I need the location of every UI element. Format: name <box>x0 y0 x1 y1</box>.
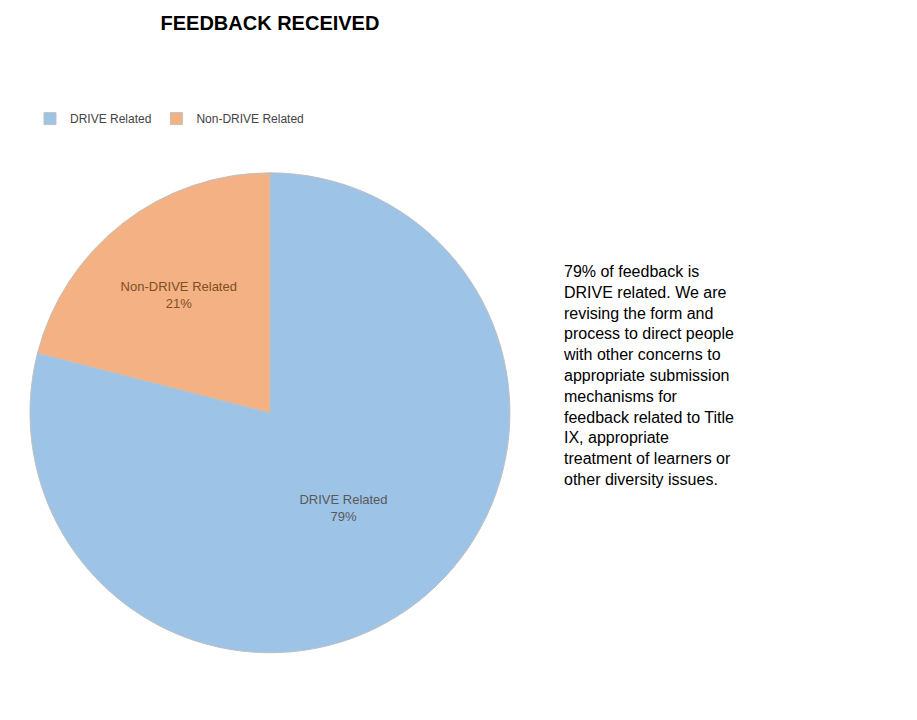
svg-text:FEEDBACK RECEIVED: FEEDBACK RECEIVED <box>160 12 379 34</box>
svg-text:Non-DRIVE Related: Non-DRIVE Related <box>196 112 303 126</box>
svg-text:Non-DRIVE Related21%: Non-DRIVE Related21% <box>121 279 237 311</box>
svg-text:79% of feedback isDRIVE relate: 79% of feedback isDRIVE related. We arer… <box>563 263 734 488</box>
svg-text:DRIVE Related: DRIVE Related <box>70 112 151 126</box>
svg-text:DRIVE Related79%: DRIVE Related79% <box>299 492 387 524</box>
